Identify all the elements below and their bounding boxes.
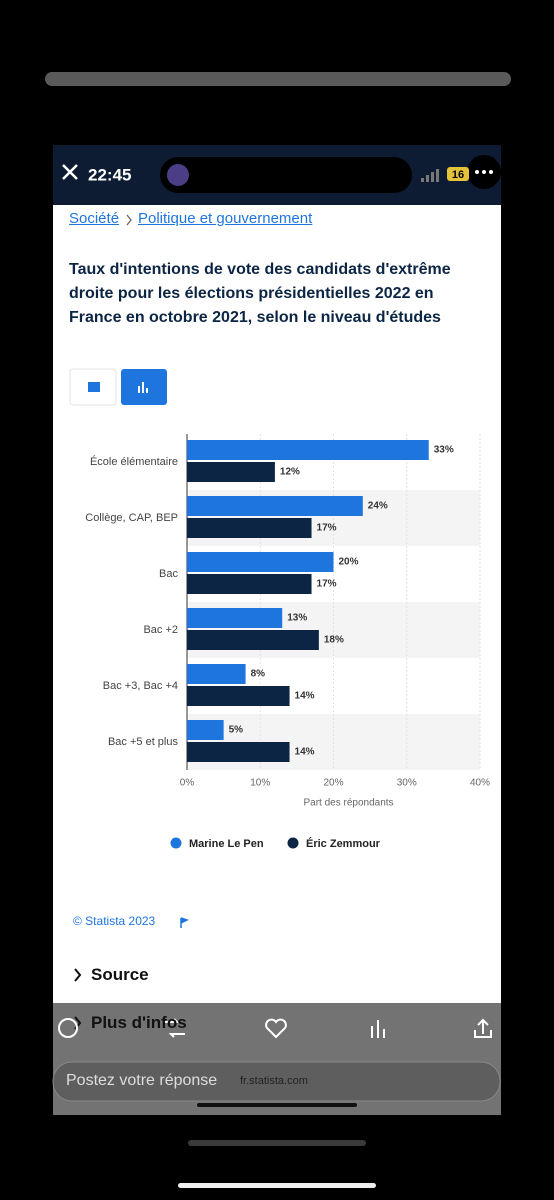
source-chevron[interactable] [74, 968, 82, 982]
source-toggle[interactable]: Source [91, 965, 149, 984]
share-icon[interactable] [474, 1018, 492, 1038]
battery [447, 167, 469, 181]
value-label: 17% [317, 579, 337, 590]
island-icon [167, 164, 189, 186]
value-label: 20% [339, 557, 359, 568]
legend-label: Éric Zemmour [306, 837, 381, 850]
bar [187, 686, 290, 706]
bar [187, 496, 363, 516]
table-icon [88, 382, 100, 392]
value-label: 24% [368, 501, 388, 512]
x-tick-label: 20% [323, 778, 343, 789]
y-tick-label: École élémentaire [90, 455, 178, 468]
x-axis-label: Part des répondants [303, 798, 393, 809]
more-toggle[interactable]: Plus d'infos [91, 1013, 187, 1032]
y-tick-label: Collège, CAP, BEP [85, 512, 178, 524]
reply-icon[interactable] [58, 1018, 78, 1038]
bar [187, 720, 224, 740]
views-icon[interactable] [371, 1020, 385, 1038]
value-label: 33% [434, 445, 454, 456]
y-tick-label: Bac [159, 568, 178, 580]
bar [187, 664, 246, 684]
value-label: 5% [229, 725, 244, 736]
value-label: 12% [280, 467, 300, 478]
breadcrumb-link[interactable]: Politique et gouvernement [138, 210, 313, 227]
legend-label: Marine Le Pen [189, 838, 264, 850]
breadcrumb-separator [126, 214, 132, 226]
bar [187, 462, 275, 482]
battery-level: 16 [452, 169, 464, 181]
signal [421, 169, 439, 182]
bottom-bar [188, 1140, 366, 1146]
more-dots [475, 170, 493, 174]
x-tick-label: 40% [470, 778, 490, 789]
bar [187, 518, 312, 538]
chart-title: Taux d'intentions de vote des candidats … [69, 261, 451, 326]
chart-icon [138, 382, 148, 393]
bar [187, 608, 283, 628]
y-tick-label: Bac +3, Bac +4 [103, 680, 178, 692]
value-label: 18% [324, 635, 344, 646]
breadcrumb-link[interactable]: Société [69, 210, 120, 227]
value-label: 13% [287, 613, 307, 624]
value-label: 8% [251, 669, 266, 680]
chart: École élémentaire Collège, CAP, BEP Bac Bac… [85, 434, 490, 850]
bar [187, 440, 429, 460]
like-icon[interactable] [265, 1018, 287, 1039]
bar [187, 552, 334, 572]
x-tick-label: 10% [250, 778, 270, 789]
y-tick-label: Bac +2 [143, 624, 178, 636]
repost-icon[interactable] [163, 1018, 185, 1038]
clock: 22:45 [88, 165, 131, 184]
bar [187, 630, 319, 650]
value-label: 17% [317, 523, 337, 534]
home-indicator [197, 1103, 357, 1107]
top-bar [45, 72, 511, 86]
reply-placeholder[interactable]: Postez votre réponse [66, 1072, 218, 1089]
home-bar [178, 1183, 376, 1188]
legend-swatch [170, 837, 182, 849]
close-icon[interactable] [62, 164, 78, 180]
copyright[interactable]: © Statista 2023 [73, 914, 156, 928]
value-label: 14% [295, 747, 315, 758]
dynamic-island [160, 157, 412, 193]
link-domain: fr.statista.com [240, 1075, 308, 1087]
x-tick-label: 30% [397, 778, 417, 789]
legend-swatch [287, 837, 299, 849]
bar [187, 742, 290, 762]
reply-field[interactable] [52, 1061, 501, 1102]
bar [187, 574, 312, 594]
y-tick-label: Bac +5 et plus [108, 736, 179, 748]
flag-icon [180, 917, 189, 928]
x-tick-label: 0% [180, 778, 195, 789]
value-label: 14% [295, 691, 315, 702]
